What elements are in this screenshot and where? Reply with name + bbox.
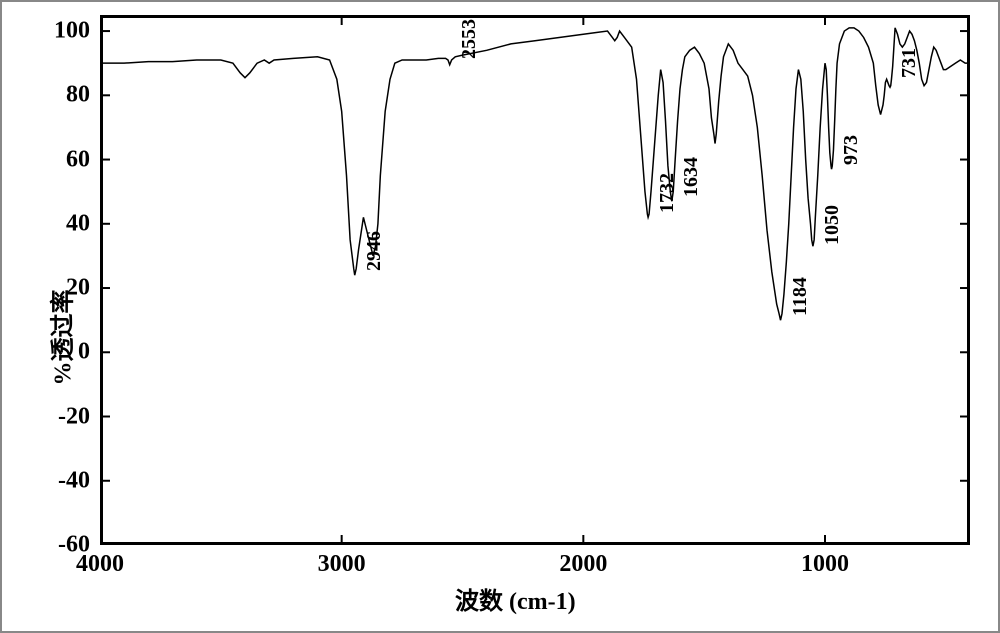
x-tick-label: 1000 [801, 551, 849, 578]
x-tick-label: 4000 [76, 551, 124, 578]
x-tick-label: 2000 [559, 551, 607, 578]
y-tick-label: -40 [30, 467, 90, 494]
y-tick-label: 100 [30, 18, 90, 45]
peak-label: 1050 [821, 205, 844, 245]
y-tick-label: -20 [30, 403, 90, 430]
peak-label: 1732 [656, 173, 679, 213]
y-tick-label: 80 [30, 82, 90, 109]
peak-label: 2553 [458, 19, 481, 59]
y-tick-label: 60 [30, 146, 90, 173]
x-tick-label: 3000 [318, 551, 366, 578]
peak-label: 2946 [363, 231, 386, 271]
peak-label: 731 [898, 48, 921, 78]
plot-area [100, 15, 970, 545]
x-axis-label: 波数 (cm-1) [455, 581, 576, 616]
peak-label: 1634 [680, 157, 703, 197]
peak-label: 1184 [789, 277, 812, 316]
y-axis-label: %透过率 [43, 290, 78, 386]
spectrum-svg [100, 15, 970, 545]
peak-label: 973 [840, 135, 863, 165]
y-tick-label: 40 [30, 210, 90, 237]
